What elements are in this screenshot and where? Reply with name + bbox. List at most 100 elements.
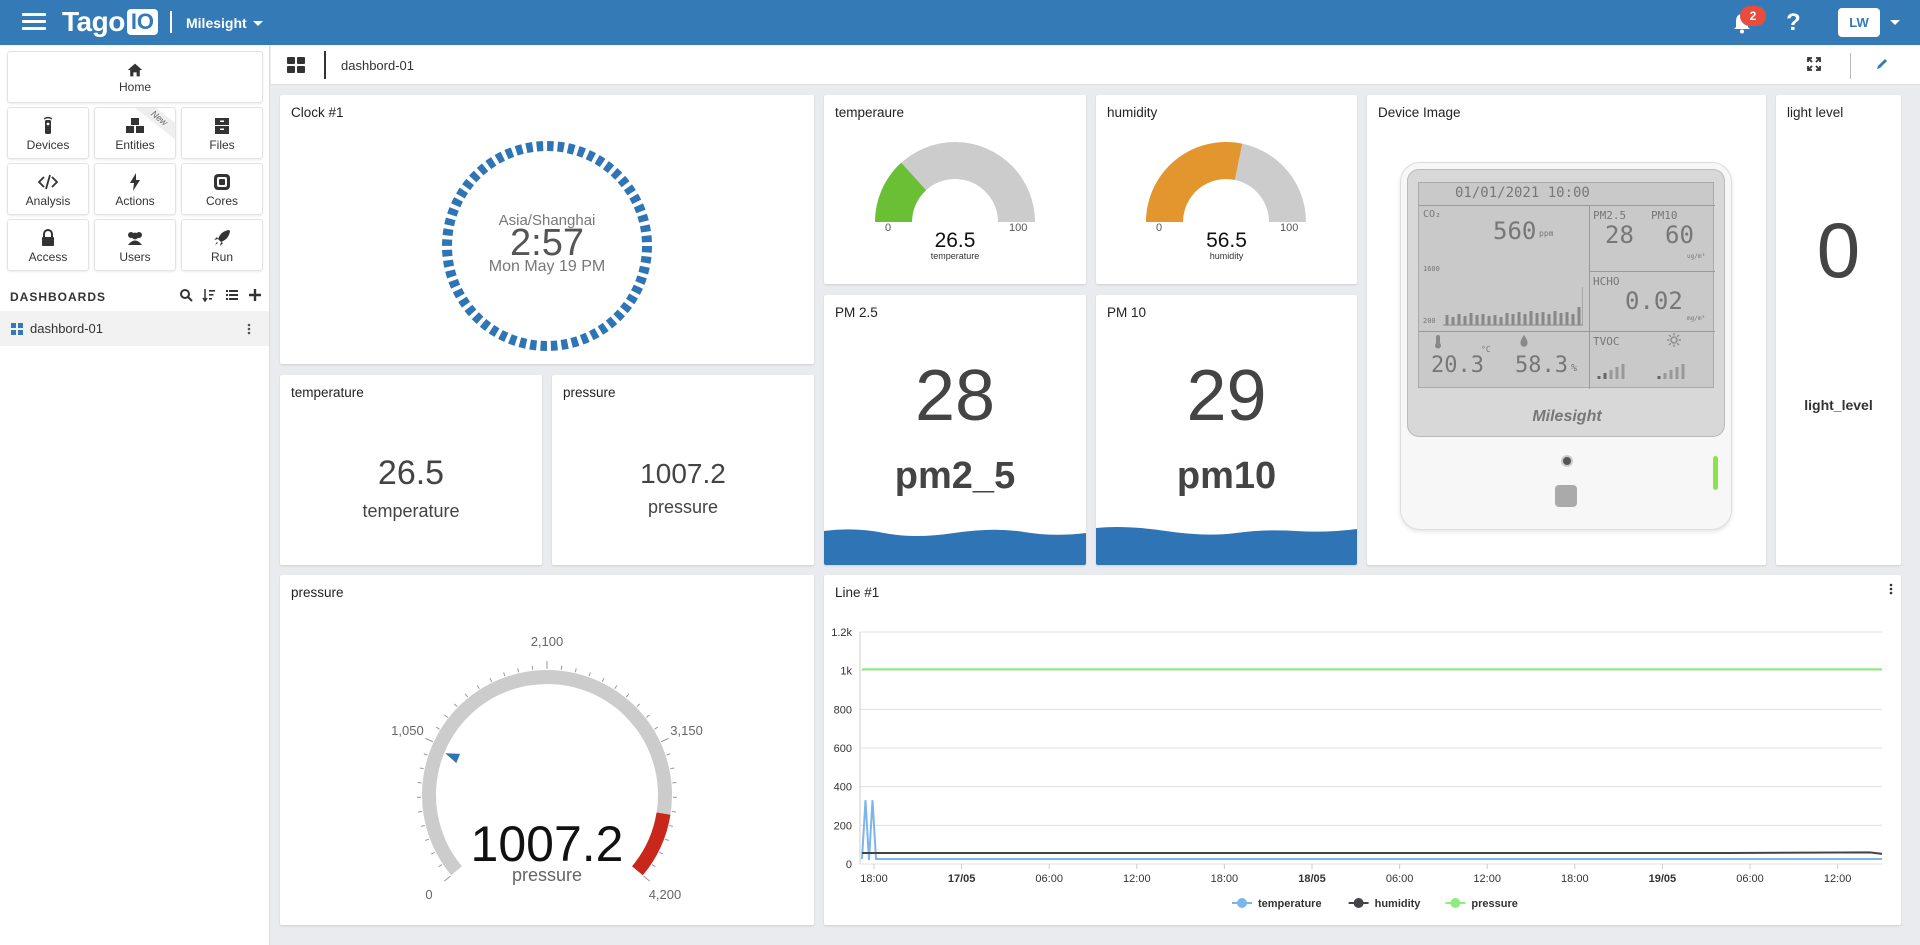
dial-tick [430, 851, 435, 855]
users-icon [128, 232, 142, 245]
home-button[interactable]: Home [7, 51, 263, 103]
light-level-widget: light level 0 light_level [1776, 95, 1901, 565]
droplet-icon [1520, 335, 1528, 347]
pressure-label: pressure [647, 497, 719, 517]
device-image-widget: Device Image 01/01/2021 10:00 CO₂ 560 pp… [1367, 95, 1766, 565]
list-icon[interactable] [225, 288, 239, 302]
line-chart-widget: Line #1 0 200 400 600 800 1k 1.2k 18:00 17/05 06:… [824, 575, 1901, 925]
sort-icon[interactable] [202, 288, 216, 302]
sidebar-item-label: Access [28, 250, 68, 264]
temperature-gauge-widget: temperaure 0 100 26.5 temperature [824, 95, 1086, 284]
sidebar-dashboard-item[interactable]: dashbord-01 [0, 311, 269, 346]
screen-datetime: 01/01/2021 10:00 [1455, 185, 1590, 201]
screen-divider [1589, 205, 1590, 389]
profile-selector[interactable]: Milesight [186, 15, 263, 31]
dial-tick-label: 3,150 [670, 723, 703, 738]
sidebar-item-access[interactable]: Access [7, 219, 89, 271]
toolbar-divider [324, 51, 326, 79]
home-label: Home [118, 80, 151, 94]
sidebar-item-cores[interactable]: Cores [181, 163, 263, 215]
dial-tick-label: 1,050 [391, 723, 424, 738]
humidity-gauge-widget: humidity 0 100 56.5 humidity [1096, 95, 1357, 284]
dial-tick [423, 753, 428, 756]
user-avatar[interactable]: LW [1838, 8, 1880, 37]
plus-icon[interactable] [248, 288, 262, 302]
dashboards-header: DASHBOARDS [10, 288, 262, 308]
profile-name: Milesight [186, 15, 247, 31]
x-tick-label: 18:00 [1561, 873, 1589, 885]
home-icon [127, 63, 143, 77]
temperature-label: temperature [362, 501, 460, 521]
widget-title: humidity [1107, 105, 1158, 120]
lock-icon [42, 229, 54, 246]
gauge-chart [875, 142, 1035, 222]
top-bar: Tago IO Milesight 2 ? LW [0, 0, 1920, 45]
clock-time: 2:57 [510, 222, 584, 264]
co2-value: 560 [1493, 217, 1537, 245]
fullscreen-icon[interactable] [1807, 57, 1821, 71]
sidebar-item-actions[interactable]: Actions [94, 163, 176, 215]
device-brand: Milesight [1532, 408, 1602, 425]
sidebar-item-entities[interactable]: New Entities [94, 107, 176, 159]
sidebar-item-label: Users [119, 250, 151, 264]
dial-tick [476, 685, 480, 690]
light-label: light_level [1804, 397, 1873, 413]
screen-divider [1419, 205, 1715, 206]
search-icon[interactable] [179, 288, 193, 302]
gauge-max: 100 [1280, 222, 1299, 234]
bolt-icon [130, 173, 140, 191]
more-vertical-icon[interactable] [1889, 583, 1893, 595]
pm-unit: ug/m³ [1687, 253, 1706, 260]
help-icon[interactable]: ? [1786, 9, 1801, 36]
menu-icon[interactable] [22, 13, 46, 31]
widget-title: temperaure [835, 105, 905, 120]
temperature-value: 26.5 [377, 454, 445, 492]
dial-tick [636, 703, 641, 708]
gauge-max: 100 [1009, 222, 1028, 234]
screen-bar-chart [1443, 287, 1583, 326]
dial-tick [651, 864, 656, 868]
dial-tick-label: 2,100 [531, 634, 564, 649]
sidebar-item-files[interactable]: Files [181, 107, 263, 159]
chevron-down-icon[interactable] [1890, 20, 1900, 25]
widget-title: pressure [291, 585, 344, 600]
code-icon [38, 174, 58, 190]
dial-tick [444, 875, 451, 882]
sidebar-item-label: Entities [115, 138, 155, 152]
dial-tick [438, 864, 443, 868]
tvoc-light-bars [1597, 364, 1685, 379]
archive-icon [215, 118, 229, 134]
pm10-widget: PM 10 29 pm10 [1096, 295, 1357, 565]
sidebar-item-users[interactable]: Users [94, 219, 176, 271]
more-vertical-icon[interactable] [247, 323, 251, 335]
dashboard-grid-icon[interactable] [287, 57, 305, 73]
widget-title: PM 10 [1107, 305, 1147, 320]
gauge-value: 26.5 [934, 229, 976, 252]
x-tick-label: 19/05 [1649, 873, 1677, 885]
dial-tick [601, 677, 605, 682]
device-button [1555, 485, 1577, 507]
gauge-chart [1146, 142, 1306, 222]
x-tick-label: 06:00 [1736, 873, 1764, 885]
tagoio-logo[interactable]: Tago IO [62, 6, 159, 37]
gauge-fill [1146, 142, 1243, 222]
dial-tick [664, 838, 669, 841]
pressure-dial-widget: pressure 0 1,050 2,100 3,150 4,200 1007.2 pr… [280, 575, 814, 925]
y-tick-label: 400 [834, 782, 852, 794]
sidebar-item-run[interactable]: Run [181, 219, 263, 271]
pencil-icon[interactable] [1875, 57, 1889, 71]
screen-divider [1419, 331, 1589, 332]
cubes-icon [126, 118, 144, 133]
dashboard-toolbar: dashbord-01 [271, 45, 1920, 85]
dial-tick [666, 753, 671, 756]
legend-label: humidity [1375, 898, 1422, 910]
x-tick-label: 18:00 [860, 873, 888, 885]
sidebar-item-label: Run [210, 250, 233, 264]
sidebar-item-devices[interactable]: Devices [7, 107, 89, 159]
hcho-label: HCHO [1593, 275, 1620, 288]
dial-tick [659, 851, 664, 855]
clock-widget: Clock #1 Asia/Shanghai 2:57 Mon May 19 P… [280, 95, 814, 364]
dial-tick [625, 693, 630, 698]
dial-needle [445, 753, 461, 764]
sidebar-item-analysis[interactable]: Analysis [7, 163, 89, 215]
